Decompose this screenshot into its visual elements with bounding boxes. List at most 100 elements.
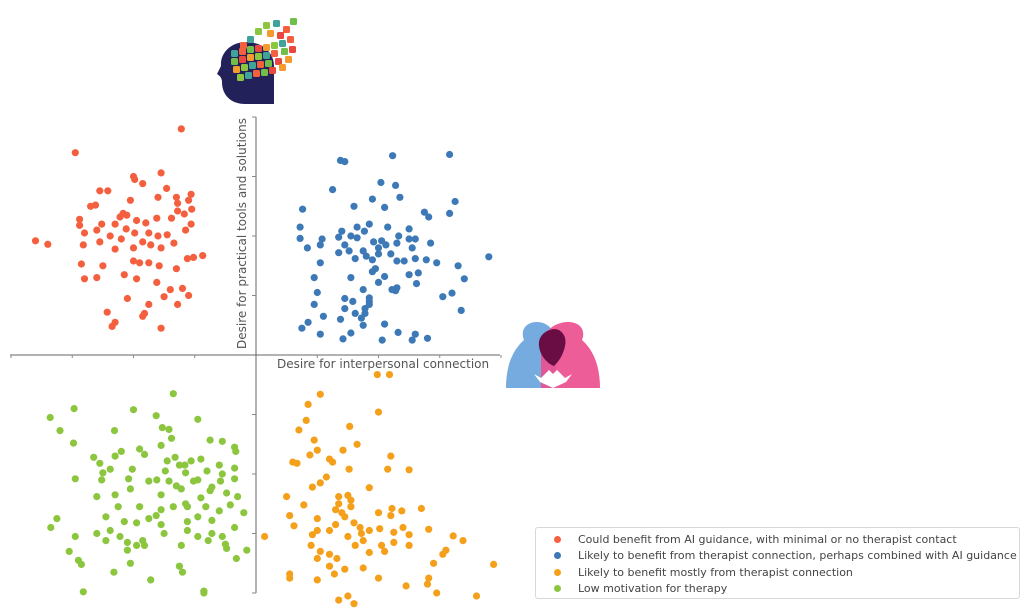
puzzle-piece [253,70,260,77]
data-point [117,447,125,455]
data-point [197,494,205,502]
data-point [381,320,389,328]
data-point [332,521,340,529]
data-point [313,526,321,535]
data-point [157,244,165,252]
data-point [96,238,104,246]
data-point [336,315,345,323]
data-point [393,257,401,265]
data-point [304,318,312,326]
data-point [169,503,177,511]
data-point [374,408,383,416]
puzzle-piece [249,62,256,69]
data-point [120,518,128,526]
data-point [194,476,202,484]
series-0 [31,125,207,332]
data-point [351,255,359,263]
data-point [359,247,367,255]
data-point [98,476,106,484]
data-point [357,529,365,538]
data-point [306,451,314,459]
data-point [71,475,79,483]
data-point [414,269,422,277]
data-point [308,531,316,539]
data-point [178,284,187,292]
data-point [316,547,324,556]
data-point [102,513,110,521]
data-point [110,427,119,435]
data-point [208,529,216,538]
puzzle-piece [245,72,252,79]
data-point [56,427,64,435]
data-point [332,506,340,514]
data-point [347,329,355,337]
data-point [122,225,130,233]
data-point [139,180,147,188]
data-point [388,504,396,513]
legend-marker [554,535,561,543]
data-point [123,211,131,219]
data-point [129,244,138,252]
data-point [145,515,153,523]
legend-item: Could benefit from AI guidance, with min… [536,531,1019,548]
data-point [399,523,407,532]
data-point [111,220,119,228]
data-point [31,237,40,245]
data-point [170,239,178,247]
data-point [365,484,373,492]
two-faces-icon [506,322,600,388]
data-point [111,245,119,253]
data-point [183,255,191,263]
series-2 [261,371,498,608]
data-point [216,477,225,485]
data-point [91,201,100,209]
data-point [153,476,161,484]
data-point [231,523,239,532]
data-point [433,589,441,597]
data-point [187,190,195,198]
data-point [411,255,419,263]
data-point [433,259,441,267]
puzzle-piece [283,26,290,33]
data-point [199,252,207,260]
data-point [451,197,459,206]
data-point [318,235,326,243]
puzzle-piece [269,67,276,74]
data-point [128,465,136,473]
data-point [370,238,378,246]
x-axis-label: Desire for interpersonal connection [277,357,489,371]
data-point [329,458,337,466]
data-point [111,452,119,460]
data-point [365,297,373,305]
data-point [181,461,189,469]
data-point [187,220,195,228]
data-point [167,434,176,442]
data-point [310,300,318,308]
puzzle-piece [255,45,262,52]
data-point [110,568,118,576]
data-point [177,485,185,493]
data-point [139,238,147,246]
data-point [313,288,321,297]
data-point [347,274,355,282]
data-point [310,274,318,282]
puzzle-piece [247,46,254,53]
data-point [387,452,395,460]
data-point [185,291,193,300]
legend-label: Could benefit from AI guidance, with min… [578,532,957,546]
data-point [353,234,361,242]
data-point [388,286,396,294]
data-point [308,483,316,491]
data-point [382,241,390,249]
data-point [313,576,321,584]
data-point [423,580,432,588]
data-point [161,467,169,475]
data-point [374,509,383,517]
legend-item: Low motivation for therapy [536,581,1019,598]
data-point [396,193,404,201]
data-point [79,588,87,596]
data-point [140,450,149,458]
puzzle-piece [263,52,270,59]
data-point [359,321,367,329]
data-point [368,256,376,264]
